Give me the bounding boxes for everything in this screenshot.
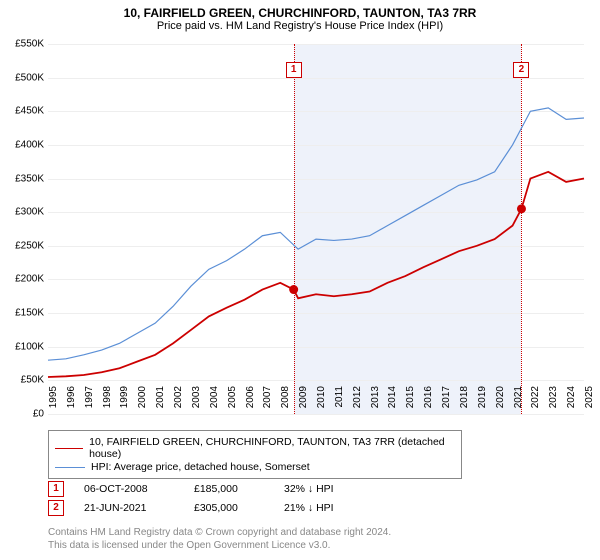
y-axis-label: £100K [0,341,44,352]
footer-line1: Contains HM Land Registry data © Crown c… [48,526,391,539]
event-row: 2 21-JUN-2021 £305,000 21% ↓ HPI [48,500,374,516]
legend-item: HPI: Average price, detached house, Some… [55,461,455,473]
y-axis-label: £50K [0,375,44,386]
legend-label: HPI: Average price, detached house, Some… [91,461,310,473]
legend-item: 10, FAIRFIELD GREEN, CHURCHINFORD, TAUNT… [55,436,455,460]
event-price: £305,000 [194,502,264,514]
y-axis-label: £0 [0,409,44,420]
y-axis-label: £350K [0,173,44,184]
y-axis-label: £200K [0,274,44,285]
chart-subtitle: Price paid vs. HM Land Registry's House … [0,20,600,36]
event-relative: 32% ↓ HPI [284,483,374,495]
plot-area: £0£50K£100K£150K£200K£250K£300K£350K£400… [48,44,584,414]
y-axis-label: £250K [0,240,44,251]
event-row: 1 06-OCT-2008 £185,000 32% ↓ HPI [48,481,374,497]
event-date: 21-JUN-2021 [84,502,174,514]
y-axis-label: £450K [0,106,44,117]
event-date: 06-OCT-2008 [84,483,174,495]
chart-lines [48,44,584,414]
y-axis-label: £500K [0,72,44,83]
legend-swatch [55,467,85,468]
footer-attribution: Contains HM Land Registry data © Crown c… [48,526,391,552]
legend-swatch [55,448,83,449]
x-axis-label: 2025 [584,386,595,416]
chart-title: 10, FAIRFIELD GREEN, CHURCHINFORD, TAUNT… [0,0,600,20]
event-num: 1 [48,481,64,497]
event-relative: 21% ↓ HPI [284,502,374,514]
series-property [48,172,584,377]
y-axis-label: £300K [0,207,44,218]
y-axis-label: £550K [0,39,44,50]
chart-container: 10, FAIRFIELD GREEN, CHURCHINFORD, TAUNT… [0,0,600,560]
event-num: 2 [48,500,64,516]
sale-dot [289,285,298,294]
sale-dot [517,204,526,213]
series-hpi [48,108,584,360]
y-axis-label: £150K [0,308,44,319]
legend-label: 10, FAIRFIELD GREEN, CHURCHINFORD, TAUNT… [89,436,455,460]
sale-events: 1 06-OCT-2008 £185,000 32% ↓ HPI 2 21-JUN-202… [48,478,374,519]
y-axis-label: £400K [0,139,44,150]
legend: 10, FAIRFIELD GREEN, CHURCHINFORD, TAUNT… [48,430,462,479]
event-price: £185,000 [194,483,264,495]
footer-line2: This data is licensed under the Open Gov… [48,539,391,552]
